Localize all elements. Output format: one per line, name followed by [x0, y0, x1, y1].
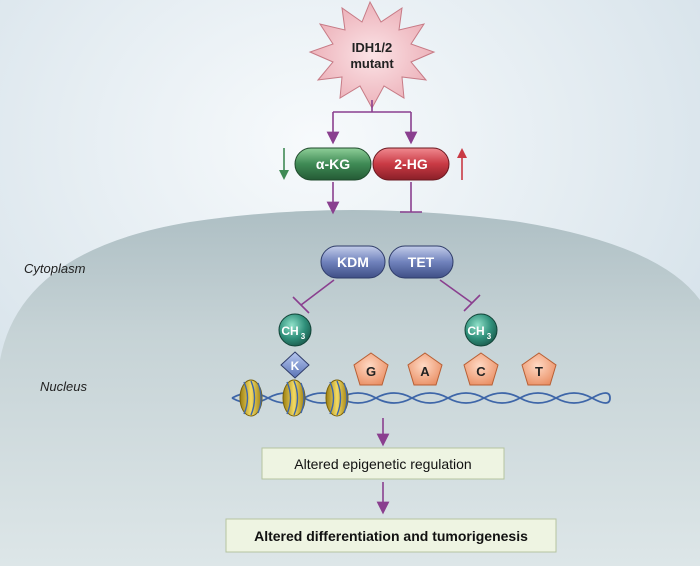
2hg-pill	[372, 147, 450, 181]
tet-pill	[388, 245, 454, 279]
metabolite-effect-arrows	[326, 182, 422, 215]
tumor-outcome-label: Altered differentiation and tumorigenesi…	[254, 528, 528, 544]
base-g-label: G	[366, 364, 376, 379]
mutant-label-line1: IDH1/2	[352, 40, 392, 55]
histone-3	[325, 379, 349, 417]
base-a: A	[407, 352, 443, 386]
2hg-label: 2-HG	[394, 156, 428, 172]
base-c: C	[463, 352, 499, 386]
nucleus-label: Nucleus	[40, 379, 87, 394]
lysine-label: K	[291, 359, 300, 373]
enzyme-inhibition-lines	[292, 279, 481, 314]
kdm-label: KDM	[337, 254, 369, 270]
epigenetic-outcome-box	[261, 447, 505, 480]
akg-decrease-arrow	[279, 148, 289, 180]
cytoplasm-label: Cytoplasm	[24, 261, 86, 276]
lysine-diamond	[280, 351, 310, 379]
epigenetic-outcome-label: Altered epigenetic regulation	[294, 456, 471, 472]
tumor-outcome-box	[225, 518, 557, 553]
histone-methyl-group	[278, 313, 312, 347]
branch-arrows	[326, 100, 418, 145]
dna-methyl-label: CH	[467, 324, 484, 338]
histone-1	[239, 379, 263, 417]
2hg-increase-arrow	[457, 148, 467, 180]
histone-2	[282, 379, 306, 417]
base-g: G	[353, 352, 389, 386]
dna-methyl-group	[464, 313, 498, 347]
base-a-label: A	[420, 364, 430, 379]
nucleus-region	[0, 210, 700, 566]
akg-label: α-KG	[316, 156, 350, 172]
tet-label: TET	[408, 254, 435, 270]
histone-methyl-label: CH	[281, 324, 298, 338]
base-t-label: T	[535, 364, 543, 379]
mutant-label-line2: mutant	[350, 56, 394, 71]
dna-methyl-subscript: 3	[487, 332, 492, 341]
base-c-label: C	[476, 364, 486, 379]
akg-pill	[294, 147, 372, 181]
histone-methyl-subscript: 3	[301, 332, 306, 341]
kdm-pill	[320, 245, 386, 279]
base-t: T	[521, 352, 557, 386]
